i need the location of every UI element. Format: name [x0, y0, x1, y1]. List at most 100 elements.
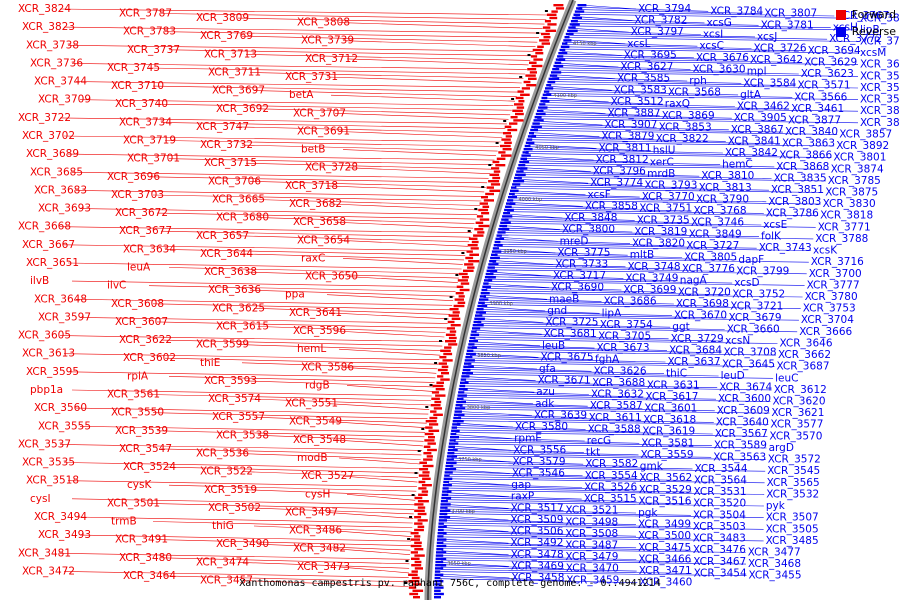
- gene-label[interactable]: XCR_3800: [562, 224, 615, 236]
- gene-label[interactable]: XCR_3747: [196, 121, 249, 133]
- gene-label[interactable]: XCR_3605: [18, 330, 71, 342]
- gene-label[interactable]: XCR_3892: [836, 140, 889, 152]
- gene-label[interactable]: XCR_3824: [18, 3, 71, 15]
- gene-label[interactable]: gltA: [740, 89, 762, 101]
- gene-label[interactable]: XCR_3546: [512, 468, 565, 480]
- gene-label[interactable]: XCR_3874: [831, 163, 884, 175]
- gene-label[interactable]: nagA: [680, 275, 708, 287]
- gene-label[interactable]: XCR_3673: [597, 342, 650, 354]
- gene-label[interactable]: XCR_3497: [285, 506, 338, 518]
- gene-label[interactable]: XCR_3555: [38, 420, 91, 432]
- gene-label[interactable]: XCR_3681: [544, 328, 597, 340]
- gene-label[interactable]: XCR_3799: [736, 266, 789, 278]
- gene-label[interactable]: XCR_3507: [766, 512, 819, 524]
- gene-label[interactable]: XCR_3459: [566, 574, 619, 586]
- gene-label[interactable]: modB: [297, 452, 328, 464]
- gene-label[interactable]: XCR_3751: [639, 203, 692, 215]
- gene-label[interactable]: XCR_3646: [780, 338, 833, 350]
- gene-label[interactable]: XCR_3591: [860, 70, 900, 82]
- gene-label[interactable]: XCR_3716: [811, 256, 864, 268]
- gene-label[interactable]: XCR_3702: [22, 130, 75, 142]
- gene-label[interactable]: XCR_3786: [766, 207, 819, 219]
- gene-label[interactable]: XCR_3579: [513, 456, 566, 468]
- gene-label[interactable]: XCR_3753: [803, 303, 856, 315]
- gene-label[interactable]: XCR_3457: [200, 575, 253, 587]
- gene-label[interactable]: XCR_3565: [767, 477, 820, 489]
- gene-label[interactable]: folK: [761, 231, 782, 243]
- gene-label[interactable]: XCR_3777: [807, 279, 860, 291]
- gene-label[interactable]: XCR_3731: [285, 71, 338, 83]
- gene-label[interactable]: XCR_3735: [637, 214, 690, 226]
- gene-label[interactable]: XCR_3634: [123, 243, 176, 255]
- gene-label[interactable]: XCR_3868: [776, 161, 829, 173]
- gene-label[interactable]: XCR_3531: [694, 486, 747, 498]
- gene-label[interactable]: XCR_3549: [289, 416, 342, 428]
- gene-label[interactable]: XCR_3637: [668, 356, 721, 368]
- gene-label[interactable]: XCR_3547: [119, 443, 172, 455]
- gene-label[interactable]: betA: [289, 89, 314, 101]
- gene-label[interactable]: XCR_3848: [564, 212, 617, 224]
- gene-label[interactable]: XCR_3858: [585, 200, 638, 212]
- gene-label[interactable]: XCR_3867: [731, 124, 784, 136]
- gene-label[interactable]: XCR_3586: [301, 361, 354, 373]
- gene-label[interactable]: XCR_3797: [631, 26, 684, 38]
- gene-label[interactable]: XCR_3544: [695, 463, 748, 475]
- gene-label[interactable]: XCR_3621: [771, 407, 824, 419]
- gene-label[interactable]: xcsC: [699, 40, 724, 52]
- gene-label[interactable]: XCR_3736: [30, 57, 83, 69]
- gene-label[interactable]: XCR_3771: [818, 221, 871, 233]
- gene-label[interactable]: XCR_3583: [614, 84, 667, 96]
- gene-label[interactable]: XCR_3535: [22, 457, 75, 469]
- gene-label[interactable]: cysH: [305, 488, 330, 500]
- gene-label[interactable]: XCR_3561: [107, 389, 160, 401]
- gene-label[interactable]: XCR_3907: [604, 119, 657, 131]
- gene-label[interactable]: XCR_3502: [208, 502, 261, 514]
- gene-label[interactable]: XCR_3639: [534, 410, 587, 422]
- gene-label[interactable]: XCR_3509: [510, 514, 563, 526]
- gene-label[interactable]: XCR_3581: [641, 437, 694, 449]
- gene-label[interactable]: XCR_3709: [38, 94, 91, 106]
- gene-label[interactable]: XCR_3688: [592, 377, 645, 389]
- gene-label[interactable]: XCR_3835: [774, 173, 827, 185]
- gene-label[interactable]: pbp1a: [30, 384, 63, 396]
- gene-label[interactable]: leuA: [127, 262, 151, 274]
- gene-label[interactable]: XCR_3690: [551, 282, 604, 294]
- gene-label[interactable]: hemC: [722, 159, 753, 171]
- gene-label[interactable]: XCR_3752: [732, 289, 785, 301]
- gene-label[interactable]: XCR_3539: [115, 425, 168, 437]
- gene-label[interactable]: mreD: [560, 235, 589, 247]
- gene-label[interactable]: XCR_3700: [809, 268, 862, 280]
- gene-label[interactable]: XCR_3711: [208, 67, 261, 79]
- gene-label[interactable]: xcsL: [627, 38, 650, 50]
- gene-label[interactable]: XCR_3474: [196, 556, 249, 568]
- gene-label[interactable]: XCR_3589: [714, 440, 767, 452]
- gene-label[interactable]: XCR_3830: [823, 198, 876, 210]
- gene-label[interactable]: leuD: [721, 370, 745, 382]
- gene-label[interactable]: XCR_3557: [212, 411, 265, 423]
- gene-label[interactable]: XCR_3500: [638, 530, 691, 542]
- gene-label[interactable]: XCR_3726: [754, 43, 807, 55]
- gene-label[interactable]: XCR_3527: [301, 470, 354, 482]
- gene-label[interactable]: XCR_3626: [594, 365, 647, 377]
- gene-label[interactable]: XCR_3477: [748, 547, 801, 559]
- gene-label[interactable]: XCR_3770: [642, 191, 695, 203]
- gene-label[interactable]: tkt: [586, 447, 600, 459]
- gene-label[interactable]: XCR_3454: [694, 567, 747, 579]
- gene-label[interactable]: gfa: [539, 363, 556, 375]
- gene-label[interactable]: XCR_3853: [659, 122, 712, 134]
- gene-label[interactable]: XCR_3470: [566, 563, 619, 575]
- gene-label[interactable]: XCR_3739: [301, 35, 354, 47]
- gene-label[interactable]: XCR_3719: [123, 135, 176, 147]
- gene-label[interactable]: XCR_3781: [761, 19, 814, 31]
- gene-label[interactable]: XCR_3533: [860, 94, 900, 106]
- gene-label[interactable]: pgk: [638, 507, 658, 519]
- gene-label[interactable]: XCR_3518: [26, 475, 79, 487]
- gene-label[interactable]: XCR_3811: [599, 142, 652, 154]
- gene-label[interactable]: XCR_3784: [710, 5, 763, 17]
- gene-label[interactable]: XCR_3568: [668, 87, 721, 99]
- gene-label[interactable]: XCR_3866: [779, 149, 832, 161]
- gene-label[interactable]: XCR_3504: [693, 509, 746, 521]
- gene-label[interactable]: XCR_3877: [788, 115, 841, 127]
- gene-label[interactable]: XCR_3691: [297, 126, 350, 138]
- gene-label[interactable]: XCR_3718: [285, 180, 338, 192]
